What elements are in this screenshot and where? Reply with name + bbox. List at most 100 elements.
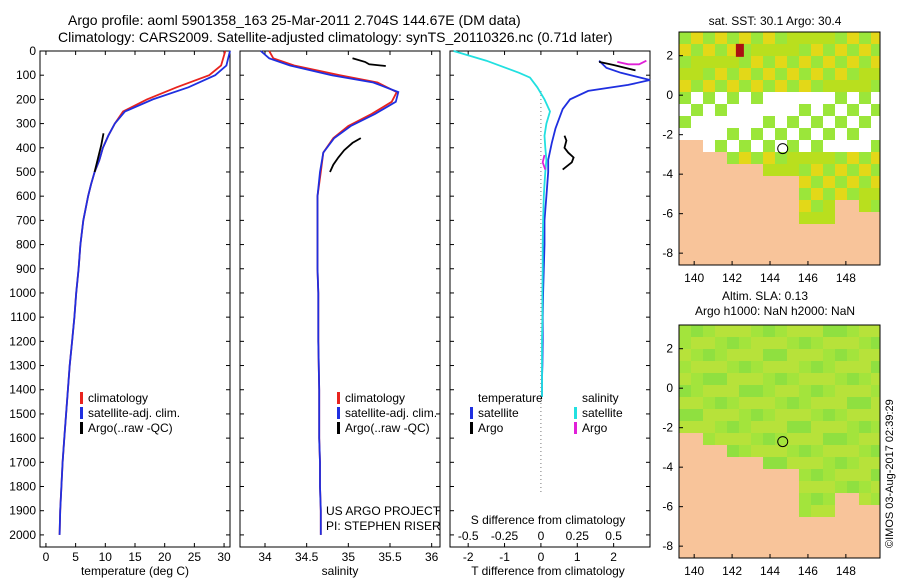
map-cell	[859, 481, 871, 493]
map-cell	[787, 385, 799, 397]
map-cell	[859, 349, 871, 361]
map-cell	[739, 481, 751, 493]
map-cell	[835, 260, 847, 265]
map-cell	[691, 128, 703, 140]
map-cell	[715, 224, 727, 236]
map-cell	[847, 469, 859, 481]
map-cell	[835, 433, 847, 445]
difference-bottom-xlabel: T difference from climatology	[471, 564, 625, 578]
map-cell	[835, 385, 847, 397]
map-cell	[847, 517, 859, 529]
sst-hot-cell	[735, 43, 744, 57]
legend-label: salinity	[582, 391, 619, 405]
map-cell	[847, 433, 859, 445]
map-cell	[811, 116, 823, 128]
map-cell	[811, 224, 823, 236]
map-cell	[787, 80, 799, 92]
map-cell	[763, 80, 775, 92]
map-cell	[799, 325, 811, 337]
y-tick-label: 1300	[9, 359, 36, 373]
map-cell	[811, 541, 823, 553]
map-x-tick-label: 146	[798, 564, 818, 578]
map-cell	[703, 505, 715, 517]
map-cell	[835, 164, 847, 176]
map-cell	[799, 481, 811, 493]
map-cell	[679, 188, 691, 200]
map-cell	[691, 248, 703, 260]
map-cell	[751, 457, 763, 469]
x-tick-label: 0	[538, 550, 545, 564]
sla-map-title1: Altim. SLA: 0.13	[722, 289, 808, 303]
map-cell	[799, 68, 811, 80]
map-cell	[787, 373, 799, 385]
map-cell	[799, 128, 811, 140]
map-cell	[691, 409, 703, 421]
map-cell	[775, 128, 787, 140]
figure-title-line2: Climatology: CARS2009. Satellite-adjuste…	[58, 29, 613, 45]
legend-label: satellite	[582, 406, 623, 420]
legend-label: climatology	[345, 391, 405, 405]
map-y-tick-label: -8	[662, 539, 673, 553]
map-cell	[835, 212, 847, 224]
map-cell	[679, 349, 691, 361]
map-cell	[799, 44, 811, 56]
map-cell	[787, 457, 799, 469]
map-cell	[799, 248, 811, 260]
map-cell	[823, 44, 835, 56]
map-cell	[763, 140, 775, 152]
map-x-tick-label: 142	[722, 271, 742, 285]
map-cell	[835, 361, 847, 373]
map-cell	[847, 385, 859, 397]
map-cell	[703, 373, 715, 385]
map-cell	[823, 397, 835, 409]
map-cell	[775, 260, 787, 265]
map-cell	[835, 200, 847, 212]
map-cell	[871, 505, 880, 517]
map-cell	[799, 260, 811, 265]
map-cell	[811, 56, 823, 68]
map-cell	[847, 337, 859, 349]
y-tick-label: 1000	[9, 286, 36, 300]
map-cell	[679, 397, 691, 409]
map-cell	[751, 325, 763, 337]
map-cell	[787, 433, 799, 445]
map-cell	[811, 140, 823, 152]
map-cell	[763, 236, 775, 248]
map-cell	[823, 421, 835, 433]
map-cell	[859, 445, 871, 457]
map-cell	[715, 140, 727, 152]
map-cell	[787, 224, 799, 236]
map-cell	[799, 457, 811, 469]
map-cell	[835, 445, 847, 457]
map-cell	[751, 248, 763, 260]
map-cell	[847, 176, 859, 188]
map-cell	[679, 164, 691, 176]
map-cell	[727, 517, 739, 529]
map-cell	[823, 409, 835, 421]
map-cell	[727, 529, 739, 541]
map-cell	[691, 32, 703, 44]
map-cell	[679, 469, 691, 481]
y-tick-label: 500	[16, 165, 36, 179]
map-cell	[859, 260, 871, 265]
map-cell	[859, 553, 871, 558]
y-tick-label: 0	[29, 44, 36, 58]
map-cell	[835, 481, 847, 493]
map-cell	[727, 325, 739, 337]
map-cell	[775, 140, 787, 152]
series-line-salinity-argo	[617, 59, 647, 66]
map-cell	[859, 56, 871, 68]
map-cell	[727, 469, 739, 481]
map-cell	[775, 421, 787, 433]
map-cell	[799, 116, 811, 128]
temperature-marks: 0100200300400500600700800900100011001200…	[9, 44, 231, 564]
map-cell	[751, 188, 763, 200]
map-cell	[703, 32, 715, 44]
map-cell	[835, 517, 847, 529]
map-cell	[799, 188, 811, 200]
map-cell	[715, 457, 727, 469]
map-cell	[727, 337, 739, 349]
map-y-tick-label: 2	[666, 49, 673, 63]
map-cell	[727, 68, 739, 80]
